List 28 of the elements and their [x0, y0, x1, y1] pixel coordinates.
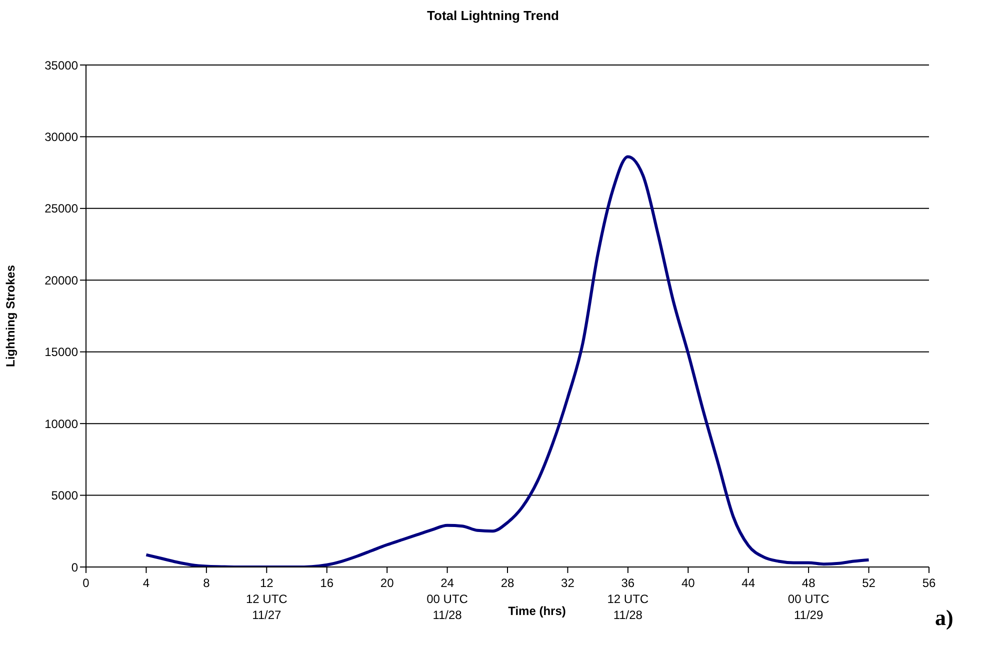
x-tick-label: 16	[320, 576, 334, 590]
y-tick-label: 30000	[44, 130, 78, 144]
x-tick-label: 32	[561, 576, 575, 590]
x-tick-label: 28	[500, 576, 514, 590]
x-tick-label: 4	[142, 576, 150, 590]
y-tick-label: 10000	[44, 416, 78, 431]
text: a)	[935, 605, 954, 631]
y-tick-label: 35000	[44, 58, 78, 72]
y-tick-label: 0	[71, 560, 78, 574]
x-tick-label: 52	[862, 576, 876, 590]
chart-title: Total Lightning Trend	[426, 8, 560, 23]
x-tick-label: 36 12 UTC 11/28	[607, 576, 649, 622]
x-tick-label: 8	[203, 576, 210, 590]
x-tick-label: 56	[922, 576, 936, 590]
y-tick-label: 5000	[51, 488, 78, 503]
y-tick-label: 15000	[44, 345, 78, 360]
line-series	[144, 155, 870, 567]
y-tick-label: 20000	[44, 273, 78, 288]
x-tick-label: 44	[742, 576, 756, 590]
x-tick-label: 40	[681, 576, 696, 590]
x-tick-label: 20	[380, 576, 394, 590]
x-tick-label: 0	[82, 576, 90, 590]
y-axis-title: Lightning Strokes	[3, 264, 18, 367]
x-tick-label: 12 12 UTC 11/27	[246, 576, 288, 622]
x-tick-label: 48 00 UTC 11/29	[788, 576, 830, 622]
x-tick-label: 24 00 UTC 11/28	[426, 576, 468, 622]
x-axis-title: Time (hrs)	[507, 604, 567, 618]
y-tick-label: 25000	[44, 202, 78, 216]
